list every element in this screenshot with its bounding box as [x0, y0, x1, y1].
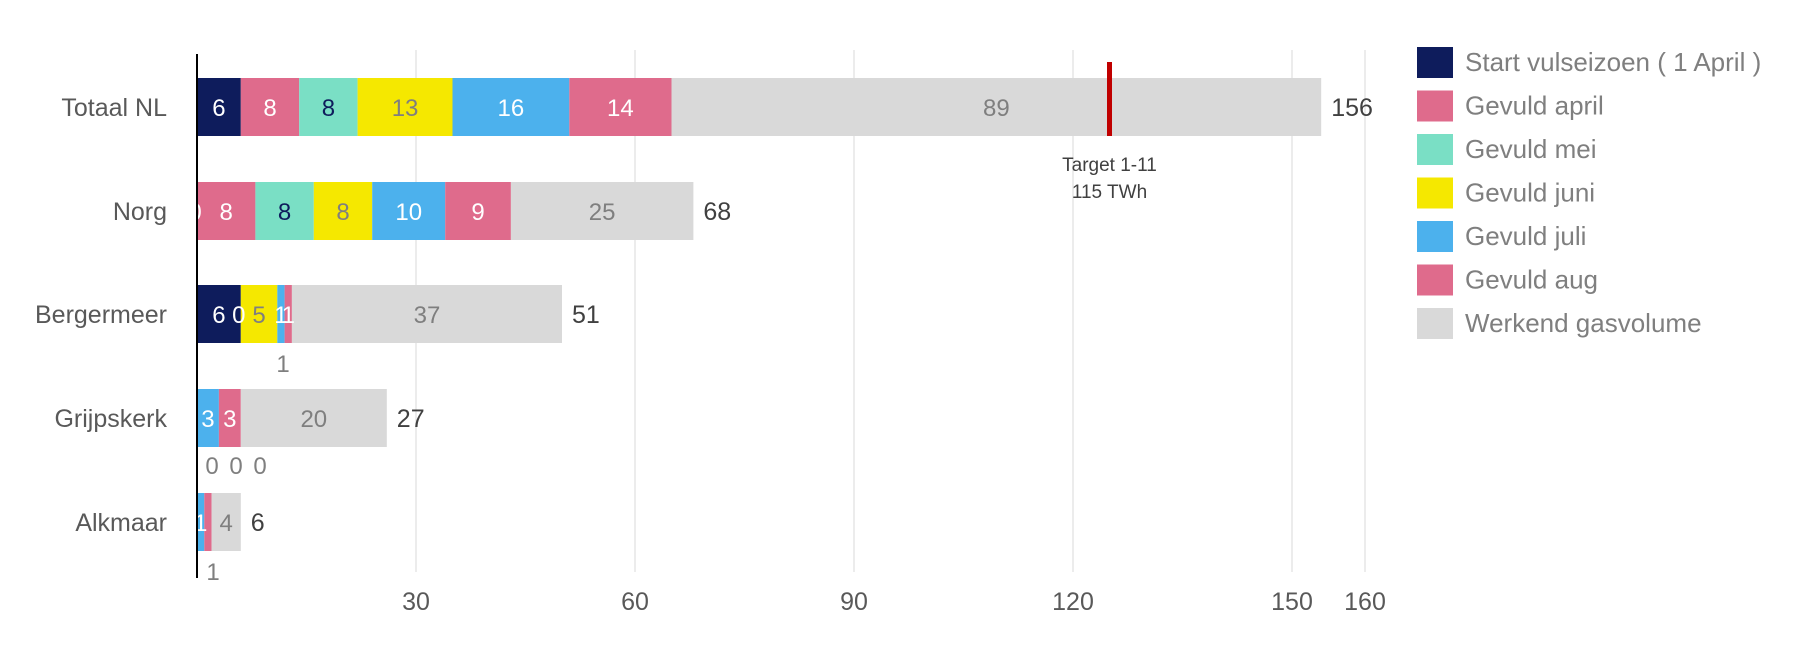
bar-juni	[240, 285, 278, 343]
category-label: Bergermeer	[35, 301, 167, 329]
legend-swatch-mei	[1417, 134, 1453, 165]
x-tick-label: 30	[402, 588, 430, 616]
legend: Start vulseizoen ( 1 April ) Gevuld april…	[1417, 47, 1761, 339]
extra-data-label: 1	[276, 351, 289, 378]
bar-mei	[255, 182, 314, 240]
target-label-line1: Target 1-11	[1062, 155, 1157, 176]
target-label-line2: 115 TWh	[1072, 182, 1147, 203]
total-label: 6	[251, 509, 265, 537]
bar-aug	[218, 389, 241, 447]
legend-swatch-juni	[1417, 177, 1453, 209]
data-label: 9	[471, 199, 484, 226]
data-label: 25	[589, 199, 616, 226]
legend-label-juli: Gevuld juli	[1465, 221, 1586, 251]
extra-data-label: 1	[206, 559, 219, 586]
data-label: 8	[336, 199, 349, 226]
data-label: 13	[392, 95, 419, 122]
x-tick-label: 60	[621, 588, 649, 616]
bar-werkend	[510, 182, 694, 240]
legend-swatch-juli	[1417, 221, 1453, 252]
bar-april	[197, 182, 256, 240]
bar-juni	[357, 78, 453, 136]
data-label: 14	[607, 95, 634, 122]
bar-aug	[204, 493, 212, 551]
bar-juli	[197, 493, 205, 551]
bar-april	[240, 78, 300, 136]
x-tick-label: 120	[1052, 588, 1094, 616]
bar-juni	[313, 182, 373, 240]
legend-label-werkend: Werkend gasvolume	[1465, 308, 1702, 338]
extra-data-label: 0	[229, 453, 242, 480]
bar-werkend	[671, 78, 1322, 136]
data-label: 1	[274, 302, 287, 329]
legend-label-juni: Gevuld juni	[1465, 178, 1595, 208]
data-label: 10	[395, 199, 422, 226]
data-label: 8	[322, 95, 335, 122]
x-tick-label: 160	[1344, 588, 1386, 616]
total-label: 156	[1331, 94, 1373, 122]
bar-aug	[569, 78, 672, 136]
data-label: 3	[201, 406, 214, 433]
data-label: 20	[300, 406, 327, 433]
legend-label-april: Gevuld april	[1465, 91, 1604, 121]
bar-juli	[277, 285, 285, 343]
bar-werkend	[211, 493, 241, 551]
bar-juli	[372, 182, 446, 240]
x-tick-label: 90	[840, 588, 868, 616]
legend-label-mei: Gevuld mei	[1465, 134, 1597, 164]
bar-start	[197, 285, 241, 343]
legend-swatch-april	[1417, 90, 1453, 122]
data-label: 37	[414, 302, 441, 329]
data-label: 0	[232, 302, 245, 329]
data-label: 16	[498, 95, 525, 122]
bar-aug	[284, 285, 292, 343]
category-label: Norg	[113, 198, 167, 226]
category-label: Alkmaar	[75, 509, 167, 537]
legend-swatch-aug	[1417, 264, 1453, 296]
target-marker: Target 1-11 115 TWh	[1062, 62, 1157, 203]
legend-swatch-werkend	[1417, 308, 1453, 339]
data-label: 8	[278, 199, 291, 226]
data-label: 1	[194, 510, 207, 537]
data-label: 89	[983, 95, 1010, 122]
legend-label-start: Start vulseizoen ( 1 April )	[1465, 47, 1761, 77]
data-label: 3	[223, 406, 236, 433]
data-label: 6	[212, 302, 225, 329]
data-label: 6	[212, 95, 225, 122]
bar-juli	[197, 389, 219, 447]
data-label: 1	[282, 302, 295, 329]
bar-mei	[299, 78, 358, 136]
category-label: Grijpskerk	[54, 405, 167, 433]
bar-werkend	[291, 285, 562, 343]
data-label: 5	[252, 302, 265, 329]
bars	[197, 78, 1322, 551]
data-label: 0	[188, 199, 201, 226]
extra-data-label: 0	[253, 453, 266, 480]
bar-juli	[452, 78, 570, 136]
total-label: 68	[703, 198, 731, 226]
legend-label-aug: Gevuld aug	[1465, 265, 1598, 295]
bar-aug	[445, 182, 511, 240]
bar-werkend	[240, 389, 387, 447]
legend-swatch-start	[1417, 47, 1453, 78]
total-label: 27	[397, 405, 425, 433]
data-label: 4	[220, 510, 233, 537]
bar-start	[197, 78, 241, 136]
total-label: 51	[572, 301, 600, 329]
gridlines	[415, 50, 1366, 572]
data-label: 8	[220, 199, 233, 226]
data-label: 8	[263, 95, 276, 122]
category-label: Totaal NL	[61, 94, 167, 122]
x-tick-label: 150	[1271, 588, 1313, 616]
extra-data-label: 0	[205, 453, 218, 480]
